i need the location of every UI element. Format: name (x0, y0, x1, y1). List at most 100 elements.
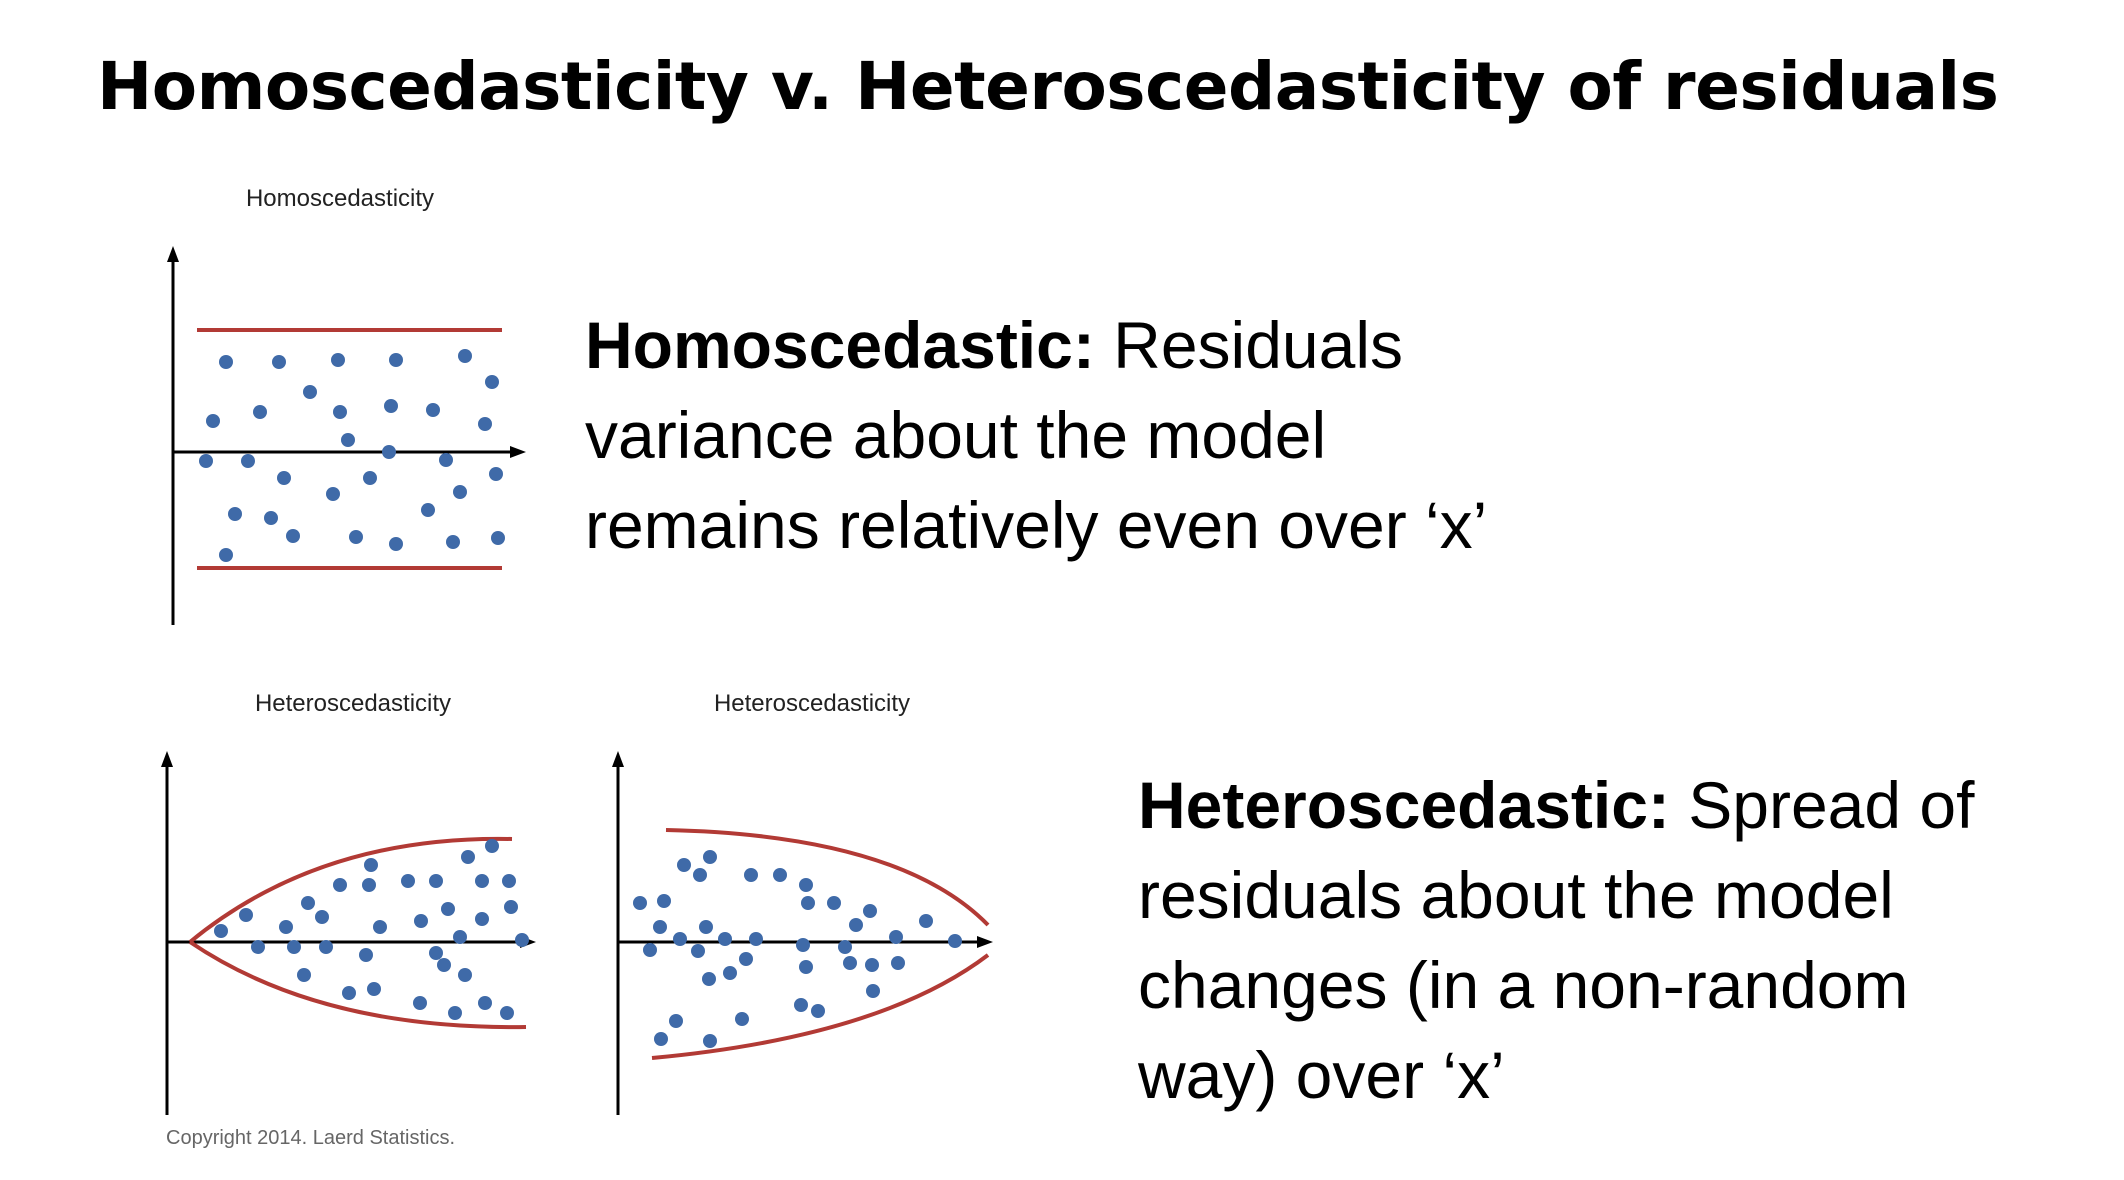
residual-point (441, 902, 455, 916)
residual-point (272, 355, 286, 369)
residual-point (359, 948, 373, 962)
residual-point (865, 958, 879, 972)
residual-point (657, 894, 671, 908)
residual-point (429, 946, 443, 960)
residual-point (919, 914, 933, 928)
residual-point (453, 930, 467, 944)
residual-point (401, 874, 415, 888)
residual-point (691, 944, 705, 958)
residual-point (461, 850, 475, 864)
x-axis-arrowhead (977, 936, 993, 948)
lower-bound-curve (188, 940, 527, 1030)
residual-point (439, 453, 453, 467)
residual-point (251, 940, 265, 954)
residual-point (384, 399, 398, 413)
residual-point (653, 920, 667, 934)
residual-point (677, 858, 691, 872)
heteroscedasticity-plot-right-title: Heteroscedasticity (714, 690, 910, 717)
residual-point (333, 878, 347, 892)
y-axis-arrowhead (167, 246, 179, 262)
lower-bound-curve (651, 953, 990, 1060)
upper-bound-curve (665, 828, 990, 927)
residual-point (718, 932, 732, 946)
residual-point (633, 896, 647, 910)
slide-title: Homoscedasticity v. Heteroscedasticity o… (97, 48, 1999, 125)
residual-point (214, 924, 228, 938)
residual-point (863, 904, 877, 918)
residual-point (429, 874, 443, 888)
residual-point (367, 982, 381, 996)
residual-point (504, 900, 518, 914)
upper-bound-curve (188, 836, 513, 944)
residual-point (654, 1032, 668, 1046)
residual-point (279, 920, 293, 934)
residual-point (735, 1012, 749, 1026)
heteroscedasticity-plot-left-title: Heteroscedasticity (255, 690, 451, 717)
residual-point (515, 933, 529, 947)
residual-point (866, 984, 880, 998)
residual-point (458, 968, 472, 982)
residual-point (849, 918, 863, 932)
residual-point (703, 850, 717, 864)
residual-point (773, 868, 787, 882)
residual-point (794, 998, 808, 1012)
heteroscedastic-line-3: changes (in a non-random (1138, 948, 1909, 1022)
copyright-notice: Copyright 2014. Laerd Statistics. (166, 1127, 456, 1149)
residual-point (502, 874, 516, 888)
residual-point (703, 1034, 717, 1048)
residual-point (475, 874, 489, 888)
heteroscedastic-line-2: residuals about the model (1138, 858, 1894, 932)
residual-point (277, 471, 291, 485)
heteroscedastic-description: Heteroscedastic: Spread of residuals abo… (1138, 760, 2098, 1120)
residual-point (219, 548, 233, 562)
residual-point (500, 1006, 514, 1020)
residual-point (426, 403, 440, 417)
residual-point (421, 503, 435, 517)
homoscedastic-line-3: remains relatively even over ‘x’ (585, 488, 1488, 562)
residual-point (228, 507, 242, 521)
residual-point (264, 511, 278, 525)
residual-point (673, 932, 687, 946)
residual-point (446, 535, 460, 549)
homoscedasticity-plot-title: Homoscedasticity (246, 185, 434, 212)
residual-points (633, 850, 962, 1048)
residual-point (799, 878, 813, 892)
residual-point (739, 952, 753, 966)
residual-point (363, 471, 377, 485)
residual-point (373, 920, 387, 934)
homoscedastic-term: Homoscedastic: (585, 308, 1095, 382)
residual-point (341, 433, 355, 447)
residual-point (319, 940, 333, 954)
residual-point (297, 968, 311, 982)
residual-point (362, 878, 376, 892)
residual-point (437, 958, 451, 972)
residual-point (843, 956, 857, 970)
homoscedastic-line-1: Residuals (1094, 308, 1403, 382)
residual-point (414, 914, 428, 928)
residual-point (219, 355, 233, 369)
residual-point (287, 940, 301, 954)
residual-point (478, 996, 492, 1010)
residual-point (702, 972, 716, 986)
residual-point (693, 868, 707, 882)
y-axis-arrowhead (161, 751, 173, 767)
residual-point (799, 960, 813, 974)
residual-point (315, 910, 329, 924)
residual-point (889, 930, 903, 944)
residual-point (199, 454, 213, 468)
residual-point (301, 896, 315, 910)
residual-point (485, 375, 499, 389)
residual-point (239, 908, 253, 922)
residual-point (448, 1006, 462, 1020)
residual-point (206, 414, 220, 428)
residual-point (241, 454, 255, 468)
residual-point (382, 445, 396, 459)
residual-point (413, 996, 427, 1010)
heteroscedastic-term: Heteroscedastic: (1138, 768, 1670, 842)
residual-point (389, 353, 403, 367)
residual-point (796, 938, 810, 952)
residual-point (364, 858, 378, 872)
residual-point (699, 920, 713, 934)
residual-point (948, 934, 962, 948)
residual-point (475, 912, 489, 926)
